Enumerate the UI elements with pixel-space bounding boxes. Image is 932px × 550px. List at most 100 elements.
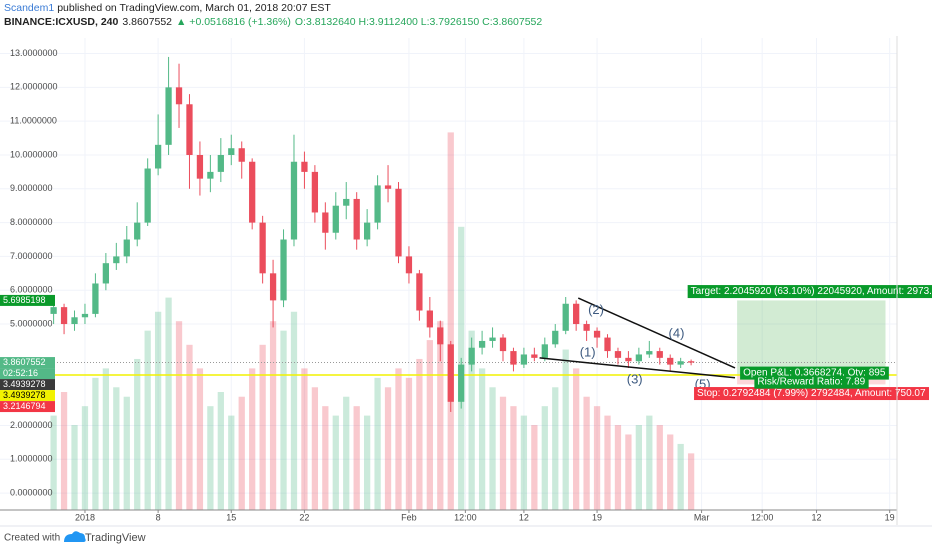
x-tick-label: 12:00 [454, 512, 477, 522]
candle-body [175, 87, 183, 105]
y-tick-label: 5.0000000 [10, 318, 53, 328]
wave-label: (1) [580, 345, 596, 360]
volume-bar [364, 415, 371, 510]
stop-label-bg [694, 387, 929, 401]
volume-bar [552, 387, 559, 510]
volume-bar [510, 406, 517, 510]
candle-body [343, 198, 350, 206]
last-price: 3.8607552 [122, 16, 172, 28]
candle-body [123, 239, 130, 257]
published: published on TradingView.com, March 01, … [57, 2, 331, 14]
x-tick-label: 19 [885, 512, 895, 522]
tv-logo[interactable]: TradingView [64, 531, 146, 544]
y-tick-label: 2.0000000 [10, 420, 53, 430]
volume-bar [60, 392, 68, 510]
volume-bar [71, 425, 78, 510]
wave-label: (2) [588, 302, 604, 317]
price-label-bg [0, 368, 55, 380]
volume-bar [144, 330, 151, 510]
volume-bar [102, 368, 110, 510]
candle-body [81, 313, 89, 318]
volume-bar [259, 344, 266, 510]
volume-bar [217, 392, 224, 510]
tv-logo-icon [64, 531, 86, 542]
volume-bar [113, 387, 120, 510]
trendline [577, 297, 736, 369]
candle-body [384, 185, 392, 189]
y-tick-label: 13.0000000 [10, 48, 58, 58]
volume-bar [687, 453, 695, 510]
price-label: 5.6985198 [3, 295, 46, 305]
volume-bar [384, 387, 392, 510]
wave-label: (4) [669, 326, 685, 341]
volume-bar [426, 340, 433, 510]
candle-body [332, 205, 339, 233]
candle-body [625, 357, 632, 362]
candle-body [426, 310, 433, 328]
volume-bar [165, 297, 172, 510]
candle-body [165, 87, 172, 145]
price-label: 02:52:16 [3, 368, 38, 378]
x-tick-label: 2018 [75, 512, 95, 522]
volume-bar [531, 425, 538, 510]
volume-bar [489, 387, 496, 510]
change: ▲ +0.0516816 (+1.36%) [176, 16, 291, 28]
candle-body [656, 351, 663, 358]
y-tick-label: 0.0000000 [10, 487, 53, 497]
volume-bar [175, 321, 183, 510]
y-tick-label: 6.0000000 [10, 285, 53, 295]
volume-bar [311, 387, 319, 510]
candle-body [416, 273, 423, 311]
volume-bar [677, 443, 684, 510]
volume-bar [332, 415, 339, 510]
x-tick-label: 15 [226, 512, 236, 522]
header-line-1: Scandem1 published on TradingView.com, Ma… [4, 2, 331, 14]
candle-body [186, 104, 193, 155]
candle-body [510, 351, 517, 365]
candle-body [447, 344, 454, 402]
volume-bar [374, 377, 381, 510]
ohlc: O:3.8132640 H:3.9112400 L:3.7926150 C:3.… [295, 16, 543, 28]
volume-bar [81, 406, 89, 510]
price-label: 3.8607552 [3, 357, 46, 367]
plot: 2018 8 15 22 Feb 12:00 12 19 Mar 12:00 12 19 (1) (2) (… [0, 38, 932, 522]
price-label-bg [0, 357, 55, 369]
wave-label: (3) [627, 372, 643, 387]
candle-body [458, 364, 465, 402]
author[interactable]: Scandem1 [4, 2, 54, 14]
volume-bar [656, 425, 663, 510]
candle-body [144, 168, 151, 223]
volume-bar [405, 377, 413, 510]
candle-body [489, 337, 496, 341]
volume-bar [123, 396, 130, 510]
candle-body [520, 354, 528, 365]
volume-bar [583, 396, 590, 510]
volume-bar [520, 415, 528, 510]
volume-bar [478, 368, 486, 510]
candle-body [573, 303, 580, 325]
candle-body [249, 161, 256, 223]
pnl-label: Open P&L: 0.3668274, Qty: 895 [743, 368, 886, 379]
x-tick-label: 12 [519, 512, 529, 522]
candle-body [562, 303, 569, 331]
candle-body [667, 357, 674, 365]
candle-body [614, 351, 622, 358]
volume-bar [290, 311, 298, 510]
volume-bar [625, 434, 632, 510]
stop-label: Stop: 0.2792484 (7.99%) 2792484, Amount:… [697, 388, 926, 399]
x-tick-label: 8 [156, 512, 161, 522]
volume-bar [269, 321, 277, 510]
volume-bar [249, 368, 256, 510]
volume-bar [635, 425, 642, 510]
candle-body [677, 361, 684, 365]
candle-body [687, 361, 695, 363]
x-tick-label: 12 [812, 512, 822, 522]
candle-body [468, 347, 475, 365]
volume-bar [437, 321, 444, 510]
trendline [539, 357, 736, 379]
volume-bar [541, 406, 548, 510]
rr-label-bg [754, 375, 869, 389]
